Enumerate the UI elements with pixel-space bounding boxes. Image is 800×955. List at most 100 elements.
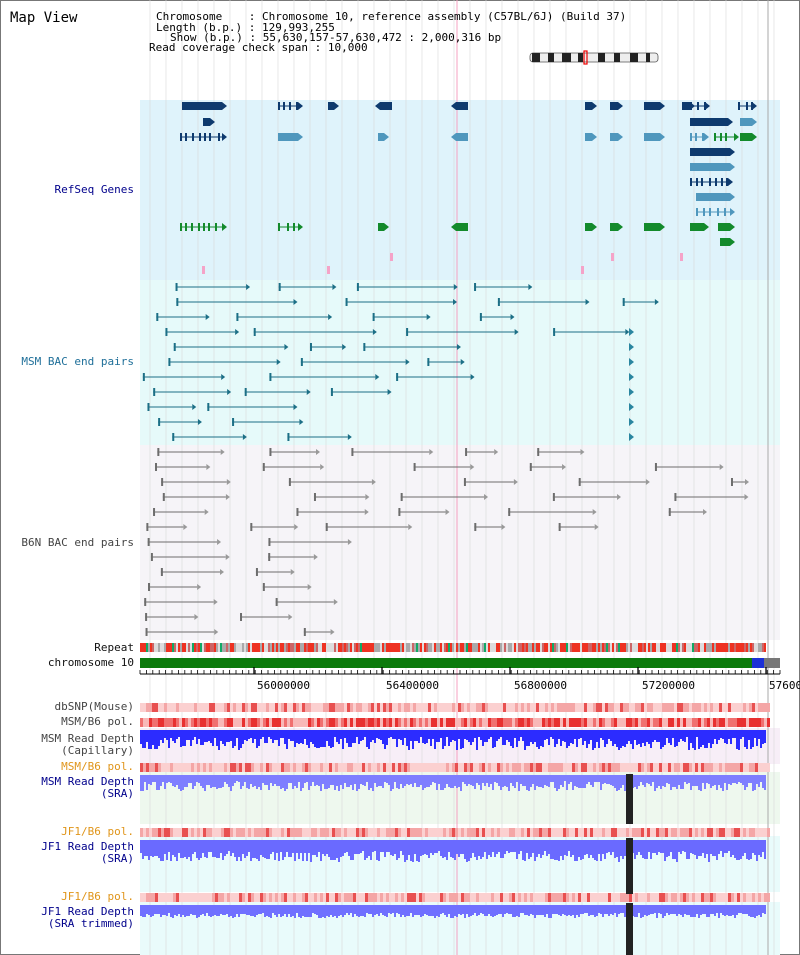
repeat-element: [566, 643, 568, 652]
track-label-msm-bac[interactable]: MSM BAC end pairs: [21, 355, 134, 368]
track-label-chromosome[interactable]: chromosome 10: [47, 656, 134, 669]
read-depth-bar: [398, 905, 400, 914]
repeat-element: [178, 643, 180, 652]
polymorphism-cell: [731, 828, 734, 837]
polymorphism-cell: [392, 703, 395, 712]
read-depth-bar: [594, 905, 596, 917]
repeat-element: [502, 643, 504, 652]
read-depth-bar: [374, 730, 376, 743]
read-depth-bar: [744, 840, 746, 853]
bac-end: [497, 298, 500, 306]
read-depth-bar: [212, 775, 214, 787]
read-depth-bar: [650, 730, 652, 748]
repeat-element: [370, 643, 372, 652]
track-label-b6n-bac[interactable]: B6N BAC end pairs: [21, 536, 134, 549]
polymorphism-cell: [614, 893, 617, 902]
repeat-element: [564, 643, 566, 652]
gene-block: [610, 102, 618, 110]
polymorphism-cell: [464, 718, 467, 727]
repeat-element: [236, 643, 238, 652]
polymorphism-cell: [329, 893, 332, 902]
track-label-jf1-pol-1[interactable]: JF1/B6 pol.: [61, 825, 134, 838]
repeat-element: [234, 643, 236, 652]
read-depth-bar: [408, 775, 410, 785]
polymorphism-cell: [464, 703, 467, 712]
polymorphism-cell: [434, 718, 437, 727]
read-depth-bar: [462, 840, 464, 854]
track-label-jf1-pol-2[interactable]: JF1/B6 pol.: [61, 890, 134, 903]
polymorphism-cell: [308, 828, 311, 837]
track-label-msm-depth-sra[interactable]: MSM Read Depth (SRA): [41, 776, 134, 800]
polymorphism-cell: [233, 893, 236, 902]
polymorphism-cell: [143, 703, 146, 712]
read-depth-bar: [474, 730, 476, 738]
track-label-jf1-depth-sra[interactable]: JF1 Read Depth (SRA): [41, 841, 134, 865]
polymorphism-cell: [188, 893, 191, 902]
read-depth-bar: [380, 840, 382, 852]
polymorphism-cell: [680, 718, 683, 727]
track-label-refseq[interactable]: RefSeq Genes: [54, 183, 134, 196]
track-label-msm-depth-capillary[interactable]: MSM Read Depth (Capillary): [41, 733, 134, 757]
read-depth-bar: [596, 730, 598, 742]
repeat-element: [522, 643, 524, 652]
track-label-msm-b6-pol-2[interactable]: MSM/B6 pol.: [61, 760, 134, 773]
read-depth-bar: [398, 730, 400, 739]
read-depth-bar: [540, 905, 542, 915]
read-depth-bar: [202, 905, 204, 914]
repeat-element: [222, 643, 224, 652]
polymorphism-cell: [569, 893, 572, 902]
read-depth-bar: [272, 905, 274, 913]
track-label-dbsnp[interactable]: dbSNP(Mouse): [54, 700, 134, 713]
read-depth-bar: [298, 775, 300, 782]
polymorphism-cell: [293, 703, 296, 712]
gene-exon: [709, 208, 711, 216]
read-depth-bar: [412, 730, 414, 749]
read-depth-bar: [320, 840, 322, 861]
track-label-repeat[interactable]: Repeat: [94, 641, 134, 654]
read-depth-bar: [498, 840, 500, 852]
polymorphism-cell: [653, 828, 656, 837]
polymorphism-cell: [263, 763, 266, 772]
polymorphism-cell: [359, 828, 362, 837]
repeat-element: [266, 643, 268, 652]
track-label-msm-b6-pol-1[interactable]: MSM/B6 pol.: [61, 715, 134, 728]
repeat-element: [416, 643, 418, 652]
gene-block: [740, 133, 752, 141]
repeat-element: [456, 643, 458, 652]
repeat-element: [532, 643, 534, 652]
read-depth-bar: [650, 840, 652, 859]
polymorphism-cell: [413, 828, 416, 837]
polymorphism-cell: [431, 828, 434, 837]
read-depth-bar: [328, 730, 330, 746]
read-depth-bar: [336, 775, 338, 786]
strand-arrow: [306, 389, 311, 395]
polymorphism-cell: [293, 763, 296, 772]
read-depth-bar: [736, 775, 738, 784]
polymorphism-cell: [233, 828, 236, 837]
repeat-element: [298, 643, 300, 652]
read-depth-bar: [382, 840, 384, 852]
polymorphism-cell: [671, 893, 674, 902]
strand-arrow: [242, 434, 247, 440]
polymorphism-cell: [767, 828, 770, 837]
polymorphism-cell: [446, 703, 449, 712]
polymorphism-cell: [581, 828, 584, 837]
read-depth-bar: [538, 905, 540, 915]
read-depth-bar: [174, 730, 176, 743]
polymorphism-cell: [617, 893, 620, 902]
track-label-jf1-depth-trimmed[interactable]: JF1 Read Depth (SRA trimmed): [41, 906, 134, 930]
read-depth-bar: [590, 775, 592, 785]
polymorphism-cell: [602, 763, 605, 772]
read-depth-bar: [382, 905, 384, 915]
polymorphism-cell: [764, 828, 767, 837]
read-depth-bar: [158, 775, 160, 790]
strand-arrow: [205, 314, 210, 320]
read-depth-bar: [296, 840, 298, 853]
polymorphism-cell: [644, 893, 647, 902]
repeat-element: [250, 643, 252, 652]
polymorphism-cell: [656, 718, 659, 727]
read-depth-bar: [558, 775, 560, 789]
read-depth-bar: [682, 775, 684, 789]
polymorphism-cell: [401, 893, 404, 902]
